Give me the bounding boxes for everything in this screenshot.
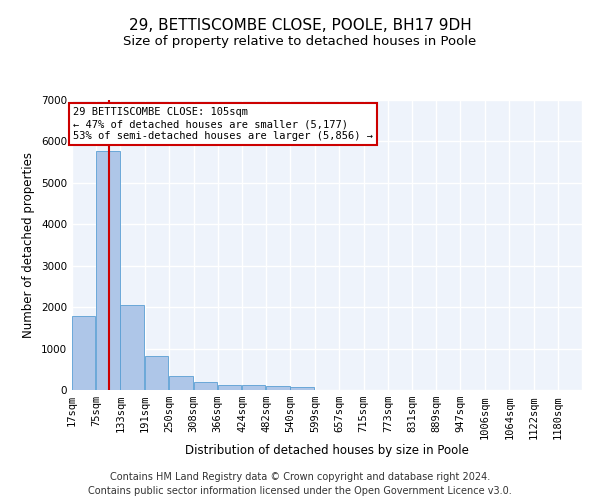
Y-axis label: Number of detached properties: Number of detached properties <box>22 152 35 338</box>
Text: Contains HM Land Registry data © Crown copyright and database right 2024.: Contains HM Land Registry data © Crown c… <box>110 472 490 482</box>
Text: 29 BETTISCOMBE CLOSE: 105sqm
← 47% of detached houses are smaller (5,177)
53% of: 29 BETTISCOMBE CLOSE: 105sqm ← 47% of de… <box>73 108 373 140</box>
Bar <box>290 388 314 390</box>
Bar <box>72 316 95 390</box>
Bar <box>266 386 290 390</box>
Bar <box>96 150 120 390</box>
Bar <box>194 382 217 390</box>
Bar <box>145 356 168 390</box>
X-axis label: Distribution of detached houses by size in Poole: Distribution of detached houses by size … <box>185 444 469 457</box>
Text: Size of property relative to detached houses in Poole: Size of property relative to detached ho… <box>124 35 476 48</box>
Bar <box>242 386 265 390</box>
Text: Contains public sector information licensed under the Open Government Licence v3: Contains public sector information licen… <box>88 486 512 496</box>
Bar <box>218 384 241 390</box>
Text: 29, BETTISCOMBE CLOSE, POOLE, BH17 9DH: 29, BETTISCOMBE CLOSE, POOLE, BH17 9DH <box>128 18 472 32</box>
Bar <box>169 376 193 390</box>
Bar <box>121 304 144 390</box>
